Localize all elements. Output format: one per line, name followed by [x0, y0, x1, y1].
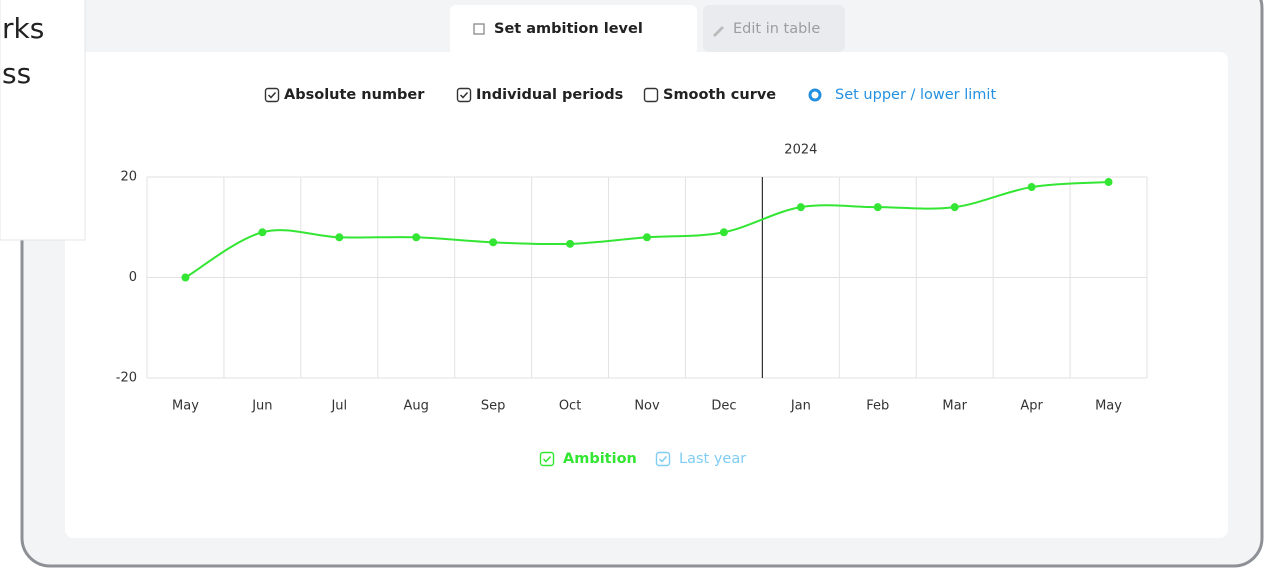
point [796, 203, 805, 212]
checkbox[interactable] [655, 451, 671, 467]
gear-icon[interactable] [808, 88, 822, 102]
point [873, 203, 882, 212]
point [181, 273, 190, 282]
x-tick-label: Dec [711, 399, 736, 414]
x-tick-label: May [172, 399, 199, 414]
x-tick-label: Jan [790, 399, 811, 414]
y-tick-label: -20 [116, 371, 137, 386]
panel [65, 52, 1228, 538]
x-tick-label: Nov [634, 399, 660, 414]
legend-label[interactable]: Ambition [563, 451, 637, 467]
x-tick-label: Jun [251, 399, 272, 414]
checkmark [459, 91, 469, 99]
x-tick-label: Aug [404, 399, 429, 414]
checkbox[interactable] [264, 87, 280, 103]
y-tick-label: 0 [129, 270, 137, 285]
year-label: 2024 [784, 143, 817, 158]
x-tick-label: Mar [942, 399, 967, 414]
side-card [0, 0, 86, 241]
checkbox[interactable] [539, 451, 555, 467]
point [1104, 178, 1113, 187]
x-tick-label: Jul [330, 399, 347, 414]
y-tick-label: 20 [120, 170, 137, 185]
point [489, 238, 498, 247]
tab-icon [473, 23, 485, 35]
point [643, 233, 651, 242]
x-tick-label: Apr [1020, 399, 1043, 414]
pencil-icon [713, 26, 724, 37]
checkbox[interactable] [643, 87, 659, 103]
point [335, 233, 344, 242]
tab-label[interactable]: Edit in table [733, 21, 820, 37]
option-label[interactable]: Smooth curve [663, 87, 776, 103]
legend-label[interactable]: Last year [679, 451, 746, 467]
x-tick-label: May [1095, 399, 1122, 414]
option-label[interactable]: Individual periods [476, 87, 623, 103]
tab[interactable] [450, 5, 697, 55]
point [1027, 183, 1036, 192]
x-tick-label: Sep [481, 399, 506, 414]
limit-link[interactable]: Set upper / lower limit [835, 87, 996, 103]
checkmark [658, 455, 668, 463]
point [950, 203, 959, 212]
x-tick-label: Feb [866, 399, 889, 414]
side-text: ss [2, 57, 31, 90]
checkmark [267, 91, 277, 99]
tab[interactable] [703, 5, 845, 52]
option-label[interactable]: Absolute number [284, 87, 425, 103]
x-tick-label: Oct [559, 399, 581, 414]
point [258, 228, 267, 237]
point [566, 239, 575, 248]
point [412, 233, 421, 242]
tab-label[interactable]: Set ambition level [494, 21, 643, 37]
point [719, 228, 728, 237]
checkmark [542, 455, 552, 463]
checkbox[interactable] [456, 87, 472, 103]
side-text: rks [2, 12, 44, 45]
